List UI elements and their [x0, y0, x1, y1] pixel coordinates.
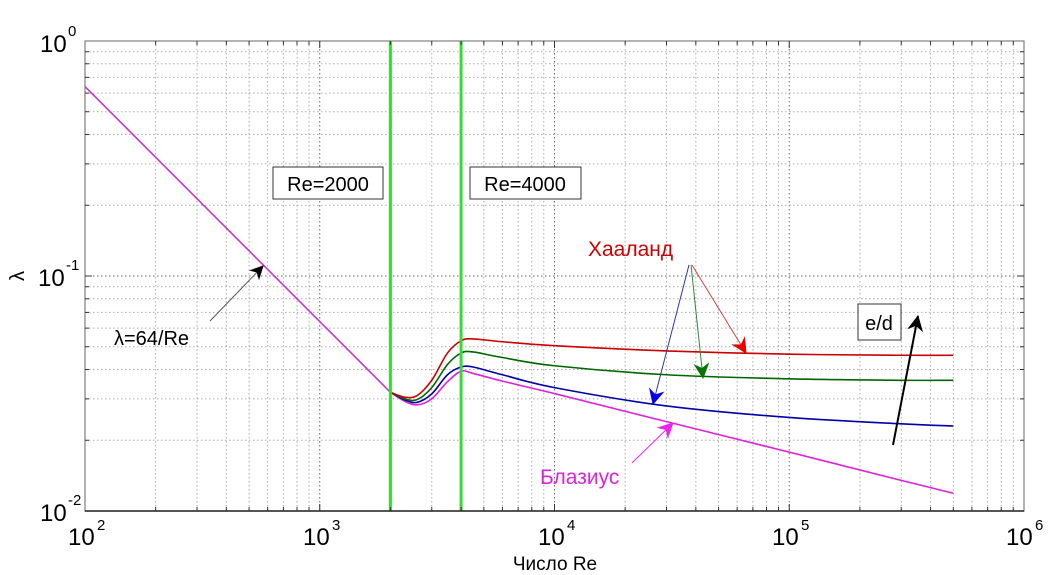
grid — [85, 41, 1024, 511]
annotation-haaland: Хааланд — [588, 238, 747, 405]
x-tick-labels: 10 2 10 3 10 4 10 5 10 6 — [68, 517, 1043, 551]
annotation-re2000-text: Re=2000 — [287, 174, 369, 196]
x-tick-exp-1: 3 — [332, 517, 340, 534]
annotation-blasius-arrow — [631, 422, 674, 464]
annotation-ed-arrow — [892, 315, 923, 446]
y-tick-label-2: 10 — [40, 500, 67, 527]
vertical-lines — [388, 41, 463, 511]
y-tick-label-1: 10 — [38, 265, 65, 292]
annotation-re4000: Re=4000 — [469, 166, 582, 200]
x-tick-label-3: 10 — [772, 524, 799, 551]
annotation-blasius-text: Блазиус — [540, 466, 619, 489]
annotation-ed-box — [857, 303, 902, 341]
x-tick-label-4: 10 — [1006, 524, 1033, 551]
series-хааланд-e-d-medium-line — [390, 350, 954, 402]
x-tick-label-2: 10 — [538, 524, 565, 551]
x-tick-label-1: 10 — [303, 524, 330, 551]
y-tick-exp-0: 0 — [68, 23, 76, 40]
annotation-ed: e/d — [857, 303, 923, 446]
x-tick-exp-3: 5 — [801, 517, 809, 534]
annotation-haaland-text: Хааланд — [588, 238, 673, 261]
annotation-ed-text: e/d — [865, 313, 893, 335]
annotation-haaland-arrow-green — [690, 264, 710, 379]
annotation-haaland-arrow-red — [691, 264, 747, 354]
y-tick-exp-1: -1 — [66, 257, 79, 274]
annotation-laminar-text: λ=64/Re — [114, 328, 189, 350]
annotation-re2000-box — [272, 166, 384, 200]
x-tick-exp-0: 2 — [97, 517, 105, 534]
annotation-re2000: Re=2000 — [272, 166, 384, 200]
x-tick-label-0: 10 — [68, 524, 95, 551]
y-axis-label: λ — [7, 271, 29, 281]
y-tick-exp-2: -2 — [68, 492, 81, 509]
series-хааланд-e-d-high-line — [390, 337, 954, 399]
annotation-re4000-text: Re=4000 — [484, 174, 566, 196]
annotation-haaland-arrow-blue — [649, 264, 690, 405]
x-axis-label: Число Re — [513, 554, 597, 575]
tick-marks — [85, 41, 1024, 511]
x-tick-exp-4: 6 — [1035, 517, 1043, 534]
series-блазиус-line — [389, 370, 954, 495]
annotation-blasius: Блазиус — [540, 422, 674, 489]
annotation-re4000-box — [469, 166, 582, 200]
annotation-laminar: λ=64/Re — [114, 265, 264, 350]
y-tick-labels: 10 0 10 -1 10 -2 — [38, 23, 81, 527]
y-tick-label-0: 10 — [40, 31, 67, 58]
series-group — [84, 85, 954, 495]
annotation-laminar-arrow — [209, 265, 264, 322]
series-laminar-64-re-line — [84, 85, 391, 393]
x-tick-exp-2: 4 — [567, 517, 575, 534]
series-хааланд-e-d-low-line — [390, 365, 954, 427]
